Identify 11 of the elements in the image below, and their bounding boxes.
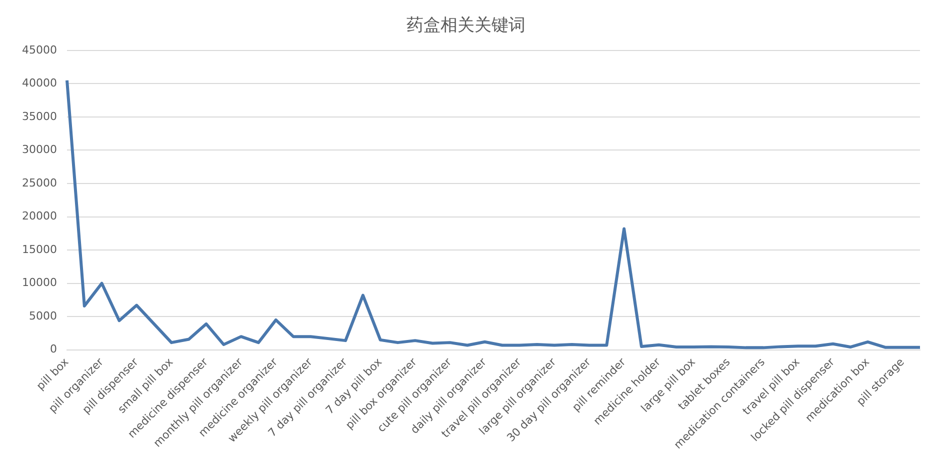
y-tick-label: 10000 (22, 276, 57, 290)
y-tick-label: 45000 (22, 43, 57, 56)
y-tick-label: 15000 (22, 242, 57, 256)
y-tick-label: 5000 (28, 309, 57, 322)
y-tick-label: 35000 (22, 110, 57, 123)
chart-title: 药盒相关关键词 (406, 16, 526, 36)
y-tick-label: 20000 (22, 210, 57, 223)
y-tick-label: 0 (50, 342, 57, 356)
y-tick-label: 40000 (22, 76, 57, 90)
y-tick-label: 30000 (22, 143, 57, 156)
y-tick-label: 25000 (22, 176, 57, 190)
